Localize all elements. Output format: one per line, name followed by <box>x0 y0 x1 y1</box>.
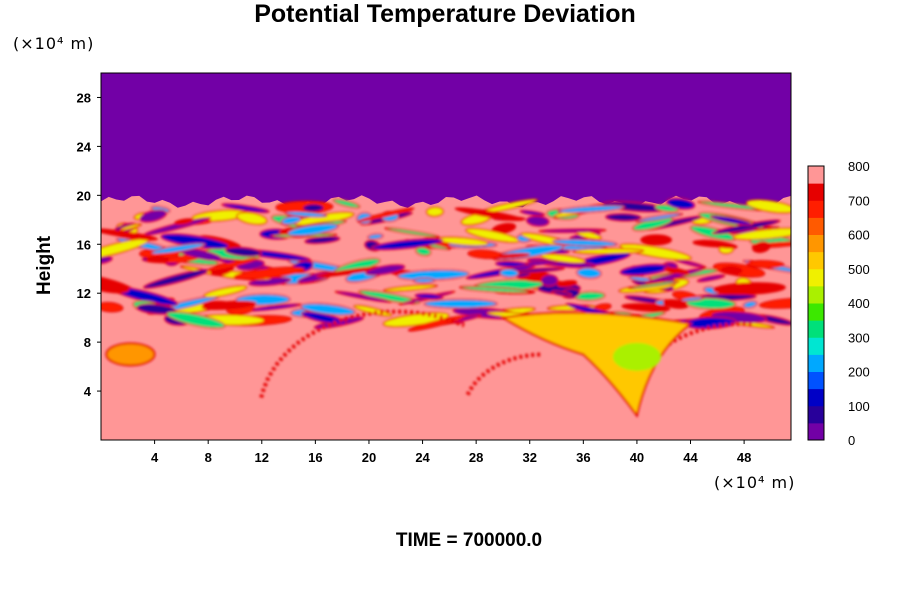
colorbar-swatch <box>808 268 824 287</box>
colorbar-tick-label: 700 <box>848 193 870 208</box>
colorbar-swatch <box>808 200 824 218</box>
colorbar-swatch <box>808 183 824 201</box>
x-tick-label: 12 <box>255 450 269 465</box>
colorbar-swatch <box>808 371 824 390</box>
colorbar-swatch <box>808 234 824 253</box>
plot-frame <box>100 72 792 441</box>
x-tick-label: 16 <box>308 450 322 465</box>
y-tick-label: 16 <box>77 237 91 252</box>
x-tick-label: 36 <box>576 450 590 465</box>
y-axis-unit: (×10⁴ m) <box>13 34 95 53</box>
colorbar-tick-label: 500 <box>848 262 870 277</box>
colorbar-swatch <box>808 217 824 236</box>
time-readout: TIME = 700000.0 <box>395 530 543 551</box>
x-axis-unit: (×10⁴ m) <box>714 473 796 492</box>
x-tick-label: 4 <box>151 450 159 465</box>
colorbar: 0 100 200 300 400 500 600 700 800 <box>807 159 870 448</box>
x-tick-label: 32 <box>523 450 537 465</box>
colorbar-tick-label: 400 <box>848 296 870 311</box>
heatmap-field <box>101 73 791 440</box>
chart-title: Potential Temperature Deviation <box>254 0 636 28</box>
y-tick-label: 4 <box>84 384 92 399</box>
colorbar-tick-label: 800 <box>848 159 870 174</box>
x-tick-label: 24 <box>415 450 430 465</box>
colorbar-tick-label: 200 <box>848 365 870 380</box>
colorbar-swatch <box>808 320 824 338</box>
colorbar-swatch <box>808 303 824 321</box>
x-tick-label: 28 <box>469 450 483 465</box>
x-tick-label: 44 <box>683 450 698 465</box>
colorbar-tick-label: 100 <box>848 399 870 414</box>
colorbar-swatch <box>808 166 824 184</box>
x-axis-ticks: 4 8 12 16 20 24 28 32 36 40 44 48 <box>151 440 751 465</box>
colorbar-swatch <box>808 405 824 424</box>
x-tick-label: 40 <box>630 450 644 465</box>
y-axis-ticks: 4 8 12 16 20 24 28 <box>77 90 101 399</box>
colorbar-swatch <box>808 354 824 373</box>
colorbar-tick-label: 0 <box>848 433 855 448</box>
colorbar-frame <box>807 165 825 441</box>
y-tick-label: 24 <box>77 139 92 154</box>
colorbar-tick-label: 600 <box>848 228 870 243</box>
colorbar-swatch <box>808 388 824 407</box>
colorbar-swatch <box>808 422 824 441</box>
colorbar-tick-label: 300 <box>848 330 870 345</box>
x-tick-label: 48 <box>737 450 751 465</box>
x-tick-label: 8 <box>205 450 212 465</box>
upper-region <box>101 73 791 209</box>
mixing-band <box>101 197 791 418</box>
colorbar-swatch <box>808 251 824 270</box>
y-tick-label: 28 <box>77 90 91 105</box>
colorbar-swatch <box>808 337 824 355</box>
y-tick-label: 12 <box>77 286 91 301</box>
colorbar-swatch <box>808 285 824 304</box>
x-tick-label: 20 <box>362 450 376 465</box>
y-tick-label: 20 <box>77 188 91 203</box>
y-tick-label: 8 <box>84 335 91 350</box>
